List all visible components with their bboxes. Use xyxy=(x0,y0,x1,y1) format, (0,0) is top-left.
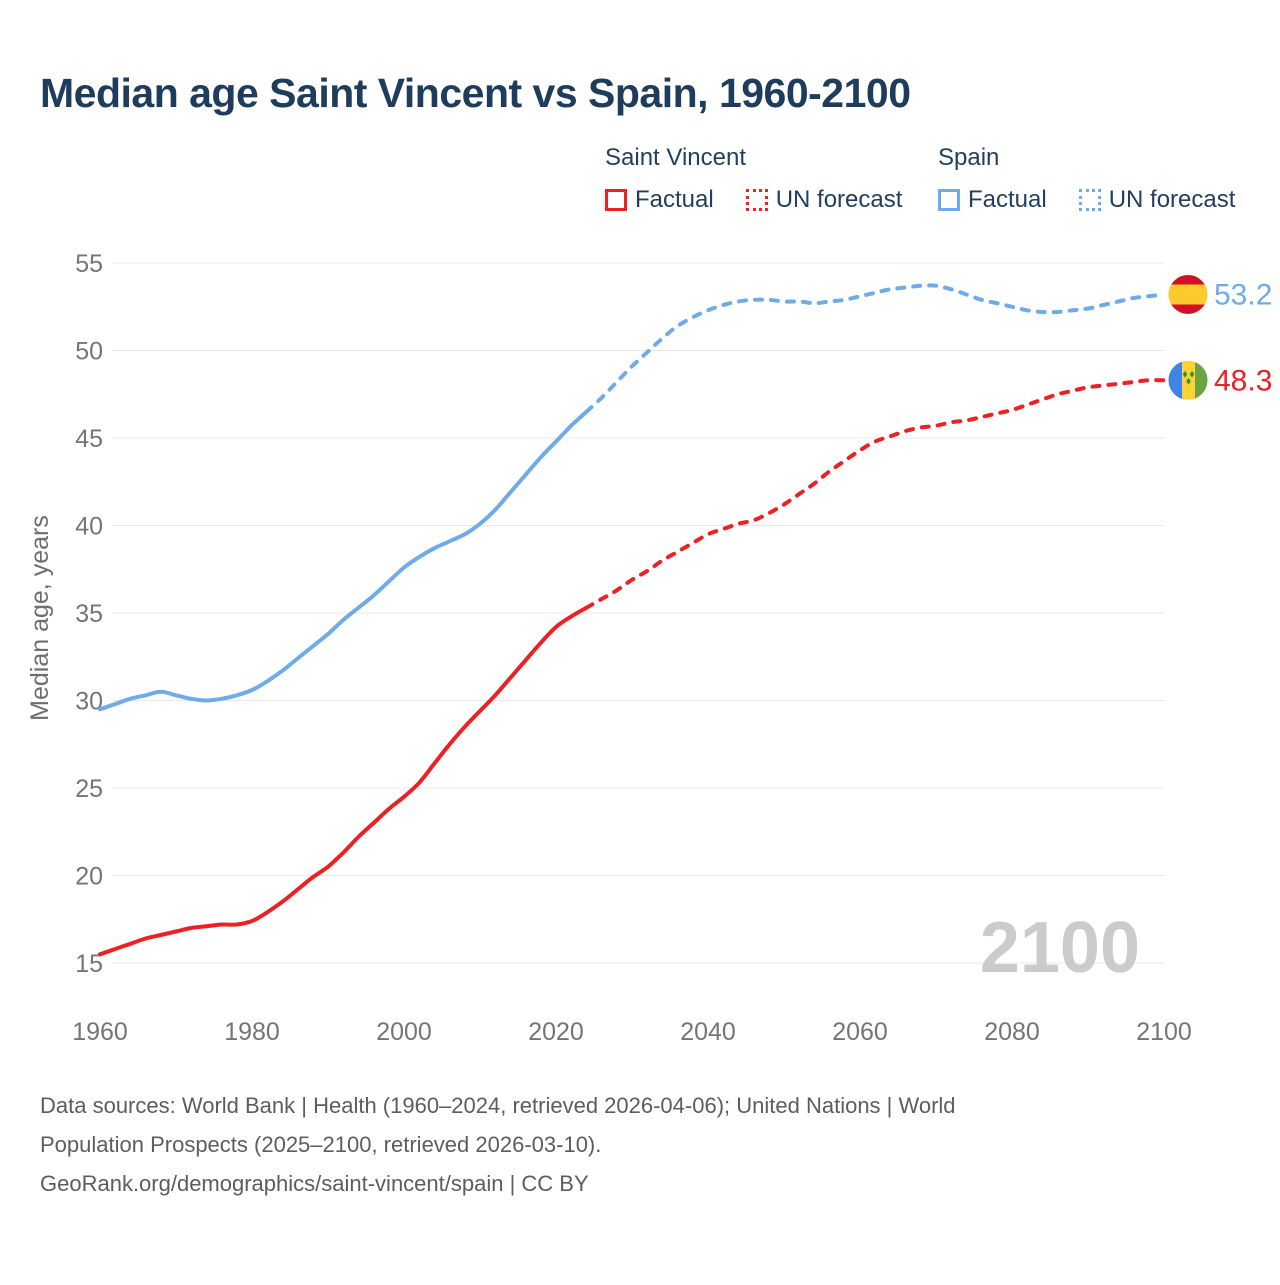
y-tick-label: 50 xyxy=(75,338,103,366)
legend-item-es-factual[interactable]: Factual xyxy=(938,186,1047,214)
x-tick-label: 2100 xyxy=(1136,1018,1192,1046)
x-tick-label: 2020 xyxy=(528,1018,584,1046)
source-link-line[interactable]: GeoRank.org/demographics/saint-vincent/s… xyxy=(40,1171,589,1196)
legend-swatch-dotted-icon xyxy=(1078,189,1101,211)
legend-group-title: Spain xyxy=(938,144,1000,171)
legend-group-spain: Spain Factual UN forecast xyxy=(938,144,1257,214)
legend-swatch-solid-icon xyxy=(605,189,627,211)
x-tick-label: 2040 xyxy=(680,1018,736,1046)
legend-group-saint-vincent: Saint Vincent Factual UN forecast xyxy=(605,144,924,214)
x-tick-label: 1960 xyxy=(72,1018,128,1046)
end-value-labels: 53.2 48.3 xyxy=(1214,279,1272,398)
legend-swatch-dotted-icon xyxy=(745,189,768,211)
x-tick-label: 2000 xyxy=(376,1018,432,1046)
legend-item-sv-factual[interactable]: Factual xyxy=(605,186,714,214)
legend-item-label: UN forecast xyxy=(1108,186,1236,213)
y-tick-label: 35 xyxy=(75,600,103,628)
end-value-label-saint-vincent: 48.3 xyxy=(1214,364,1272,397)
legend-item-label: Factual xyxy=(635,186,714,213)
y-tick-label: 45 xyxy=(75,425,103,453)
x-axis-tick-labels: 1960 1980 2000 2020 2040 2060 2080 2100 xyxy=(72,1018,1192,1046)
legend-group-title: Saint Vincent xyxy=(605,144,746,171)
source-line: Data sources: World Bank | Health (1960–… xyxy=(40,1093,956,1118)
y-tick-label: 40 xyxy=(75,513,103,541)
end-value-label-spain: 53.2 xyxy=(1214,279,1272,312)
spain-flag-icon xyxy=(1167,274,1209,315)
x-tick-label: 2060 xyxy=(832,1018,888,1046)
y-tick-label: 20 xyxy=(75,863,103,891)
y-tick-label: 25 xyxy=(75,775,103,803)
page-title: Median age Saint Vincent vs Spain, 1960-… xyxy=(40,70,911,116)
data-sources-note: Data sources: World Bank | Health (1960–… xyxy=(40,1086,956,1203)
series-lines xyxy=(98,283,1166,957)
source-line: Population Prospects (2025–2100, retriev… xyxy=(40,1132,602,1157)
series-line-spain-forecast[interactable] xyxy=(584,283,1166,414)
series-line-spain-factual[interactable] xyxy=(98,409,589,712)
y-tick-label: 55 xyxy=(75,250,103,278)
x-tick-label: 2080 xyxy=(984,1018,1040,1046)
series-line-saint-vincent-factual[interactable] xyxy=(98,605,589,957)
y-axis-title: Median age, years xyxy=(26,515,54,721)
watermark: 2100 xyxy=(980,908,1140,988)
legend-swatch-solid-icon xyxy=(938,189,960,211)
legend-item-label: Factual xyxy=(968,186,1047,213)
legend-item-label: UN forecast xyxy=(775,186,903,213)
series-line-saint-vincent-forecast[interactable] xyxy=(584,378,1166,610)
legend-item-sv-forecast[interactable]: UN forecast xyxy=(745,186,903,214)
saint-vincent-flag-icon xyxy=(1167,359,1209,401)
x-tick-label: 1980 xyxy=(224,1018,280,1046)
legend-item-es-forecast[interactable]: UN forecast xyxy=(1078,186,1236,214)
y-tick-label: 30 xyxy=(75,688,103,716)
gridlines xyxy=(112,262,1164,964)
